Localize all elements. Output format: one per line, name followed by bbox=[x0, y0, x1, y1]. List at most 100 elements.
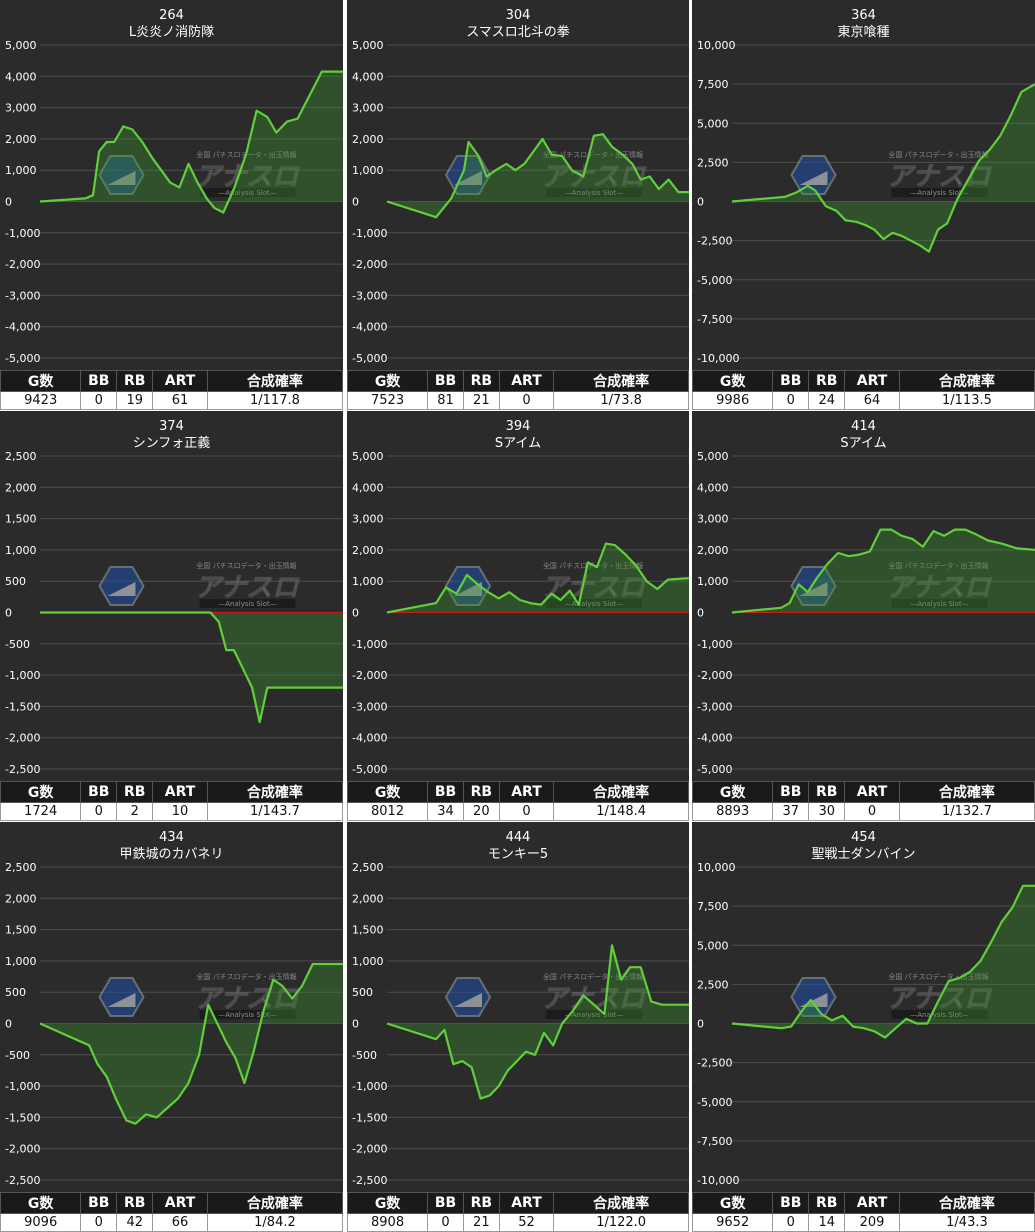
column-header: BB bbox=[772, 370, 810, 392]
stat-art: 209 bbox=[844, 1213, 900, 1232]
stat-art: 0 bbox=[498, 802, 555, 821]
logo-sub-bar bbox=[199, 188, 296, 197]
hexagon-icon bbox=[444, 977, 492, 1017]
stat-art: 61 bbox=[152, 391, 208, 410]
stat-rate: 1/84.2 bbox=[206, 1213, 344, 1232]
table-header-row: G数 BB RB ART 合成確率 bbox=[346, 370, 689, 392]
logo-sub-bar bbox=[546, 599, 642, 608]
logo-top-text: 全国 パチスロデータ・出玉情報 bbox=[543, 972, 643, 981]
column-header: G数 bbox=[346, 781, 429, 803]
stat-rate: 1/143.7 bbox=[206, 802, 344, 821]
area-fill bbox=[387, 543, 689, 613]
table-row: 9096 0 42 66 1/84.2 bbox=[0, 1213, 344, 1232]
logo-sub-text: —Analysis Slot— bbox=[218, 600, 276, 608]
line-chart: 454 聖戦士ダンバイン 10,000 7,500 5,000 2,500 0 -2,500 -… bbox=[697, 830, 1035, 1187]
chart-panel: 374 シンフォ正義 2,500 2,000 1,500 1,000 500 0 -500 -1,… bbox=[0, 411, 344, 821]
y-tick-label: 4,000 bbox=[352, 70, 384, 83]
chart-panel: 444 モンキー5 2,500 2,000 1,500 1,000 500 0 -500 -1,0… bbox=[346, 822, 689, 1232]
column-header: BB bbox=[772, 1192, 810, 1214]
table-header-row: G数 BB RB ART 合成確率 bbox=[346, 1192, 689, 1214]
y-tick-label: 5,000 bbox=[697, 117, 729, 130]
y-tick-label: 1,000 bbox=[352, 164, 384, 177]
chart-panel: 434 甲鉄城のカバネリ 2,500 2,000 1,500 1,000 500 0 -500 -… bbox=[0, 822, 344, 1232]
machine-name: シンフォ正義 bbox=[133, 435, 211, 451]
stat-rb: 21 bbox=[462, 391, 500, 410]
y-tick-label: -1,500 bbox=[5, 700, 40, 713]
y-tick-label: 2,000 bbox=[697, 544, 729, 557]
y-tick-label: 7,500 bbox=[697, 78, 729, 91]
y-tick-label: 5,000 bbox=[5, 39, 37, 52]
stat-art: 10 bbox=[152, 802, 208, 821]
column-header: ART bbox=[844, 370, 900, 392]
stats-table: G数 BB RB ART 合成確率 9986 0 24 64 1/113.5 bbox=[691, 370, 1035, 410]
stats-table: G数 BB RB ART 合成確率 8893 37 30 0 1/132.7 bbox=[691, 781, 1035, 821]
y-tick-label: -7,500 bbox=[697, 313, 732, 326]
y-tick-label: 4,000 bbox=[697, 481, 729, 494]
stat-g: 8893 bbox=[691, 802, 774, 821]
y-tick-label: 5,000 bbox=[697, 450, 729, 463]
stat-g: 8012 bbox=[346, 802, 429, 821]
y-tick-label: 1,000 bbox=[5, 544, 37, 557]
logo-mark-icon bbox=[454, 993, 482, 1007]
logo-sub-text: —Analysis Slot— bbox=[910, 1011, 968, 1019]
machine-number: 304 bbox=[506, 8, 531, 23]
area-fill bbox=[40, 71, 343, 213]
stat-bb: 0 bbox=[80, 1213, 118, 1232]
y-tick-label: 500 bbox=[5, 986, 26, 999]
table-row: 7523 81 21 0 1/73.8 bbox=[346, 391, 689, 410]
column-header: RB bbox=[116, 370, 154, 392]
stat-art: 52 bbox=[498, 1213, 555, 1232]
y-tick-label: -2,500 bbox=[697, 1057, 732, 1070]
logo-top-text: 全国 パチスロデータ・出玉情報 bbox=[196, 972, 296, 981]
hexagon-icon bbox=[98, 566, 145, 606]
table-header-row: G数 BB RB ART 合成確率 bbox=[691, 1192, 1035, 1214]
hexagon-icon bbox=[98, 977, 145, 1017]
logo-mark-icon bbox=[107, 993, 136, 1007]
y-tick-label: -2,000 bbox=[697, 669, 732, 682]
y-tick-label: 0 bbox=[352, 1018, 359, 1031]
chart-panel: 454 聖戦士ダンバイン 10,000 7,500 5,000 2,500 0 -2,500 -… bbox=[691, 822, 1035, 1232]
stat-rb: 24 bbox=[808, 391, 846, 410]
chart-panel: 304 スマスロ北斗の拳 5,000 4,000 3,000 2,000 1,000 0 -1,… bbox=[346, 0, 689, 410]
stats-table: G数 BB RB ART 合成確率 9652 0 14 209 1/43.3 bbox=[691, 1192, 1035, 1232]
logo-top-text: 全国 パチスロデータ・出玉情報 bbox=[888, 972, 988, 981]
logo-sub-bar bbox=[546, 188, 642, 197]
area-fill bbox=[732, 84, 1035, 252]
table-header-row: G数 BB RB ART 合成確率 bbox=[691, 781, 1035, 803]
logo-mark-icon bbox=[454, 582, 482, 596]
area-fill bbox=[387, 134, 689, 218]
y-tick-label: -1,000 bbox=[5, 669, 40, 682]
y-tick-label: 0 bbox=[5, 1018, 12, 1031]
y-tick-label: 1,500 bbox=[352, 924, 384, 937]
stat-rate: 1/148.4 bbox=[553, 802, 689, 821]
stat-rb: 30 bbox=[808, 802, 846, 821]
logo-sub-bar bbox=[891, 599, 988, 608]
table-header-row: G数 BB RB ART 合成確率 bbox=[0, 370, 344, 392]
y-tick-label: 0 bbox=[697, 196, 704, 209]
chart-panel: 414 Sアイム 5,000 4,000 3,000 2,000 1,000 0 -1,000 -… bbox=[691, 411, 1035, 821]
y-tick-label: 3,000 bbox=[697, 513, 729, 526]
stat-g: 9986 bbox=[691, 391, 774, 410]
area-fill bbox=[40, 964, 343, 1124]
stat-rate: 1/113.5 bbox=[898, 391, 1035, 410]
column-header: ART bbox=[844, 1192, 900, 1214]
series-line bbox=[40, 611, 343, 724]
column-header: 合成確率 bbox=[898, 370, 1035, 392]
y-tick-label: 1,500 bbox=[5, 513, 37, 526]
column-header: BB bbox=[80, 1192, 118, 1214]
y-tick-label: -5,000 bbox=[697, 763, 732, 776]
y-tick-label: 10,000 bbox=[697, 861, 736, 874]
column-header: RB bbox=[808, 370, 846, 392]
column-header: RB bbox=[462, 370, 500, 392]
y-tick-label: 0 bbox=[697, 607, 704, 620]
stat-bb: 0 bbox=[427, 1213, 464, 1232]
y-tick-label: 5,000 bbox=[352, 450, 384, 463]
y-tick-label: -4,000 bbox=[697, 732, 732, 745]
stats-table: G数 BB RB ART 合成確率 9096 0 42 66 1/84.2 bbox=[0, 1192, 344, 1232]
logo-main-text: アナスロ bbox=[541, 984, 646, 1014]
column-header: RB bbox=[462, 781, 500, 803]
series-line bbox=[39, 70, 343, 214]
column-header: G数 bbox=[691, 781, 774, 803]
y-tick-label: -2,000 bbox=[352, 669, 387, 682]
